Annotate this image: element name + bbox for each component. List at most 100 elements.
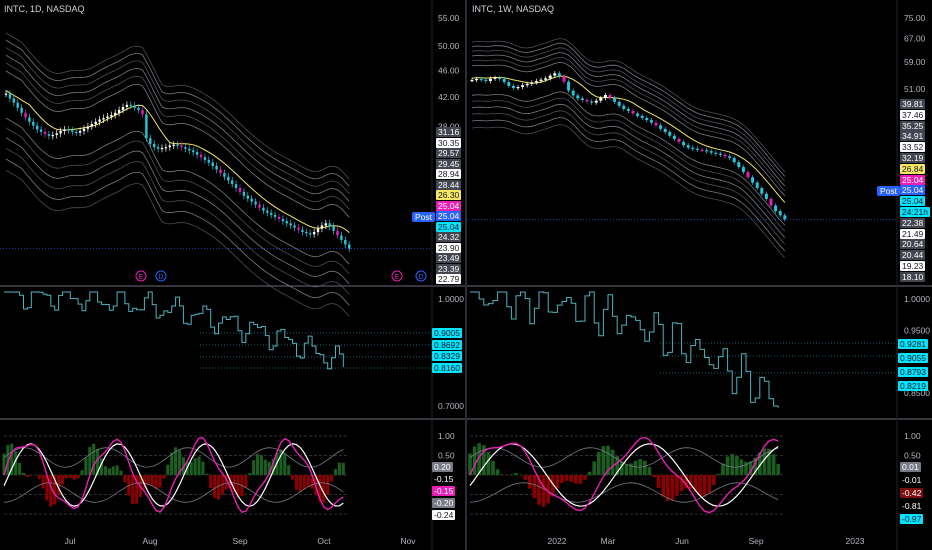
candle-body (645, 118, 649, 121)
left-price-tag: 25.04 (436, 211, 462, 221)
candle-body (234, 184, 238, 188)
left-time-axis-label: Aug (142, 536, 157, 546)
left-osc-histogram-bar (248, 473, 252, 475)
right-ratio-tag: 0.9281 (898, 339, 928, 349)
candle-body (700, 149, 704, 151)
left-osc-histogram-bar (306, 475, 310, 487)
left-osc-histogram-bar (302, 475, 306, 490)
left-osc-histogram-bar (310, 475, 314, 489)
right-osc-histogram-bar (472, 446, 477, 475)
candle-body (215, 165, 218, 170)
candle-body (47, 134, 51, 136)
candle-body (82, 128, 86, 132)
candle-body (470, 80, 474, 82)
candle-body (246, 195, 249, 199)
candle-body (289, 223, 292, 226)
envelope-band-line (5, 127, 350, 275)
candle-body (507, 82, 511, 86)
candle-body (539, 79, 543, 82)
left-osc-tag: -0.15 (432, 474, 456, 484)
left-osc-histogram-bar (2, 453, 6, 475)
left-osc-histogram-bar (45, 475, 49, 501)
candle-body (106, 116, 109, 119)
right-osc-lower-band (469, 482, 779, 503)
candle-body (63, 129, 66, 132)
left-osc-histogram-bar (84, 457, 88, 475)
candle-body (59, 131, 62, 134)
right-osc-histogram-bar (753, 457, 758, 475)
left-osc-histogram-bar (330, 475, 334, 482)
left-price-axis-label: 42.00 (438, 92, 460, 102)
candle-body (530, 82, 534, 84)
candle-body (686, 145, 690, 148)
right-osc-histogram-bar (771, 454, 776, 475)
left-price-tag: 23.90 (436, 242, 462, 253)
candle-body (67, 129, 70, 131)
right-price-axis-label: 67.00 (904, 34, 926, 44)
envelope-band-line (471, 57, 786, 192)
left-ratio-step-line (4, 291, 344, 370)
envelope-band-line (471, 124, 786, 259)
right-osc-histogram-bar (491, 460, 495, 475)
candle-body (760, 188, 764, 194)
right-osc-histogram-bar (486, 451, 491, 475)
candle-body (328, 223, 331, 227)
left-osc-histogram-bar (158, 475, 162, 488)
right-price-tag: 39.81 (900, 99, 926, 109)
left-osc-histogram-bar (197, 456, 201, 475)
candle-body (732, 157, 736, 163)
left-time-axis-label: Oct (317, 536, 331, 546)
right-osc-histogram-bar (601, 446, 606, 475)
left-osc-histogram-bar (341, 462, 345, 475)
left-osc-histogram-bar (259, 455, 263, 475)
left-osc-histogram-bar (127, 475, 131, 496)
left-ratio-tag: 0.9005 (432, 328, 462, 338)
envelope-band-line (5, 32, 350, 180)
right-time-axis-label: Jun (675, 536, 689, 546)
envelope-band-line (471, 97, 786, 232)
left-price-tag: 24.32 (436, 232, 462, 242)
right-time-axis-label: Mar (601, 536, 616, 546)
right-time-axis-label: Sep (748, 536, 763, 546)
candle-body (631, 110, 635, 114)
left-osc-histogram-bar (80, 470, 84, 475)
candle-body (285, 221, 288, 224)
left-ratio-axis-label: 1.0000 (438, 294, 464, 304)
left-osc-histogram-bar (146, 475, 150, 485)
candle-body (746, 172, 750, 178)
right-ratio-axis-label: 1.0000 (904, 294, 930, 304)
left-osc-histogram-bar (53, 475, 57, 505)
envelope-band-line (5, 147, 350, 295)
right-price-tag: 25.04 (900, 196, 926, 207)
candle-body (668, 132, 672, 136)
candle-body (479, 78, 483, 81)
candle-body (613, 97, 617, 102)
right-price-tag: 18.10 (900, 271, 926, 282)
left-osc-histogram-bar (201, 461, 205, 475)
candle-body (590, 101, 594, 103)
candle-body (219, 169, 222, 174)
candle-body (4, 93, 8, 95)
candle-body (238, 187, 242, 192)
candle-body (71, 130, 74, 132)
left-price-axis-label: 55.00 (438, 13, 460, 23)
left-osc-histogram-bar (96, 448, 100, 475)
left-osc-histogram-bar (267, 461, 271, 475)
left-osc-main-line (3, 437, 344, 513)
right-time-axis-label: 2022 (548, 536, 567, 546)
right-osc-histogram-bar (767, 448, 771, 475)
candle-body (475, 78, 479, 81)
left-osc-histogram-bar (209, 475, 213, 489)
envelope-band-line (471, 103, 786, 238)
candle-body (755, 182, 759, 189)
dividend-badge (415, 270, 427, 282)
left-osc-histogram-bar (68, 475, 72, 478)
candle-body (751, 177, 755, 183)
left-osc-histogram-bar (103, 466, 107, 475)
right-osc-main-line (469, 436, 779, 514)
right-osc-histogram-bar (592, 461, 597, 475)
left-price-tag: 23.49 (436, 253, 462, 263)
candle-body (603, 95, 607, 99)
candle-body (718, 153, 722, 155)
